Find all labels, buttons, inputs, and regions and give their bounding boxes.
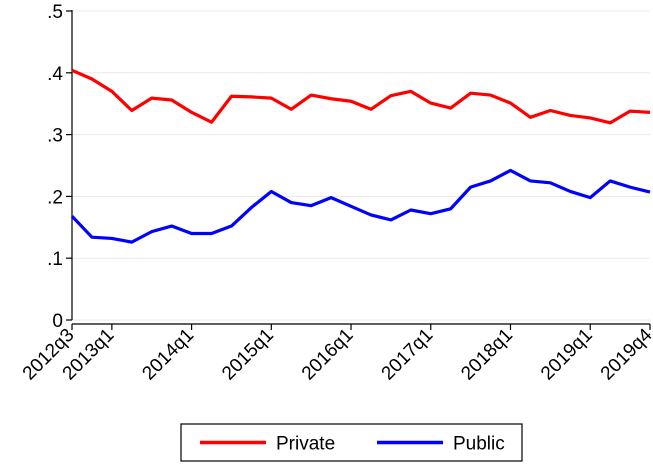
legend: Private Public [180,423,523,462]
legend-label-public: Public [453,434,505,455]
x-tick-label: 2017q1 [378,325,438,385]
x-tick-label: 2015q1 [218,325,278,385]
grid-lines [72,10,650,321]
x-tick-label: 2019q1 [537,325,597,385]
series-line-private [71,68,651,125]
x-tick-label: 2014q1 [138,325,198,385]
x-tick-label: 2016q1 [298,325,358,385]
legend-label-private: Private [276,434,335,455]
y-tick-label: .3 [47,126,63,147]
series-line-public [70,168,651,244]
series-layer [70,68,651,244]
y-tick-label: .5 [47,2,63,23]
x-tick-label: 2018q1 [457,325,517,385]
y-tick-label: .1 [47,249,63,270]
y-tick-label: .2 [47,187,63,208]
x-tick-label: 2019q4 [597,324,653,384]
y-tick-label: 0 [52,311,63,332]
y-tick-label: .4 [47,64,63,85]
